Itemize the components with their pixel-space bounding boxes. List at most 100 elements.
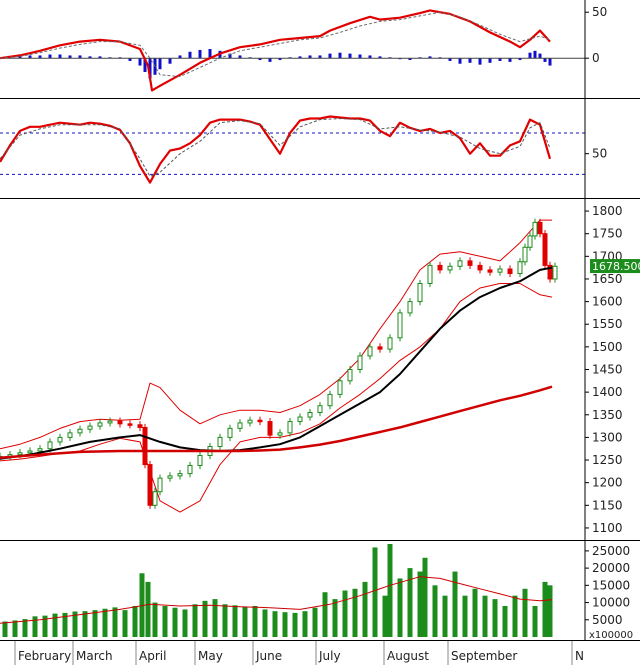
macd-histogram-bar [158,58,162,70]
macd-histogram-bar [458,58,462,64]
month-label: March [76,649,113,663]
price-tick-label: 1400 [592,385,623,399]
price-candle [337,380,343,395]
macd-histogram-bar [48,54,52,59]
macd-histogram-bar [168,58,172,64]
volume-bar [152,602,158,637]
volume-bar [442,595,448,637]
macd-histogram-bar [338,52,342,59]
price-candle [152,491,158,506]
price-candle [387,337,393,350]
volume-bar [122,610,128,637]
macd-histogram-bar [298,56,302,59]
volume-bar [312,607,318,637]
rsi-panel: 50 [0,115,607,184]
macd-histogram-bar [28,55,32,59]
volume-bar [512,595,518,637]
macd-histogram-bar [478,58,482,65]
rsi-line [0,115,552,184]
price-candle [447,265,453,271]
macd-histogram-bar [408,58,412,61]
volume-bar [62,612,68,637]
price-tick-label: 1600 [592,295,623,309]
price-candle [427,264,433,284]
macd-histogram-bar [98,56,102,59]
price-tick-label: 1250 [592,453,623,467]
volume-tick-label: 25000 [592,544,630,558]
price-candle [267,421,273,436]
volume-bar [362,581,368,637]
volume-bar [32,616,38,637]
volume-bar [432,585,438,637]
volume-bar [452,571,458,637]
price-tick-label: 1150 [592,498,623,512]
volume-bar [182,609,188,637]
price-candle [87,425,93,430]
volume-bar [332,599,338,637]
macd-histogram-bar [268,58,272,62]
macd-histogram-bar [38,55,42,59]
price-candle [457,260,463,267]
price-candle [367,346,373,357]
volume-bar [462,595,468,637]
volume-bar [352,588,358,637]
price-candle [317,405,323,414]
last-price-label: 1678.500 [592,260,640,273]
price-candle [347,369,353,382]
volume-tick-label: 10000 [592,596,630,610]
price-candle [487,269,493,273]
price-tick-label: 1450 [592,363,623,377]
price-candle [517,261,523,275]
volume-bar [407,568,413,637]
volume-bar [132,606,138,637]
price-candle [507,268,513,275]
price-tick-label: 1800 [592,204,623,218]
price-candle [537,221,543,235]
price-candle [407,301,413,314]
price-candle [47,441,53,450]
volume-bar [162,606,168,637]
price-candle [147,464,153,506]
volume-bar [242,606,248,637]
volume-bar [92,610,98,637]
macd-histogram-bar [538,53,542,59]
price-candle [357,355,363,370]
volume-bar [52,613,58,637]
price-candle [477,264,483,271]
macd-histogram-bar [358,54,362,59]
axis-frame [0,0,640,641]
price-tick-label: 1550 [592,317,623,331]
macd-histogram-bar [258,58,262,61]
volume-unit-label: x100000 [589,630,633,641]
price-candle [437,264,443,271]
price-candle [552,265,558,280]
price-candle [127,423,133,426]
macd-signal-line [0,11,551,78]
macd-histogram-bar [378,56,382,59]
price-candle [117,420,123,425]
volume-bar [322,592,328,637]
volume-bar [112,607,118,637]
price-candle [527,235,533,248]
price-panel: 1800175017001650160015501500145014001350… [0,204,640,535]
price-tick-label: 1500 [592,340,623,354]
macd-histogram-bar [508,58,512,62]
price-tick-label: 1100 [592,521,623,535]
volume-bar [422,557,428,637]
price-candle [197,455,203,466]
macd-histogram-bar [428,56,432,59]
price-tick-label: 1200 [592,476,623,490]
volume-bar [342,590,348,637]
volume-tick-label: 5000 [592,613,623,627]
price-candle [377,346,383,350]
macd-histogram-bar [348,53,352,59]
macd-panel: 50 0 [0,5,607,92]
macd-histogram-bar [58,54,62,59]
volume-bar [232,605,238,637]
volume-bar [72,611,78,637]
macd-histogram-bar [488,58,492,63]
macd-histogram-bar [68,55,72,59]
macd-histogram-bar [138,58,142,66]
macd-histogram-bar [143,58,147,72]
month-label: N [575,649,584,663]
